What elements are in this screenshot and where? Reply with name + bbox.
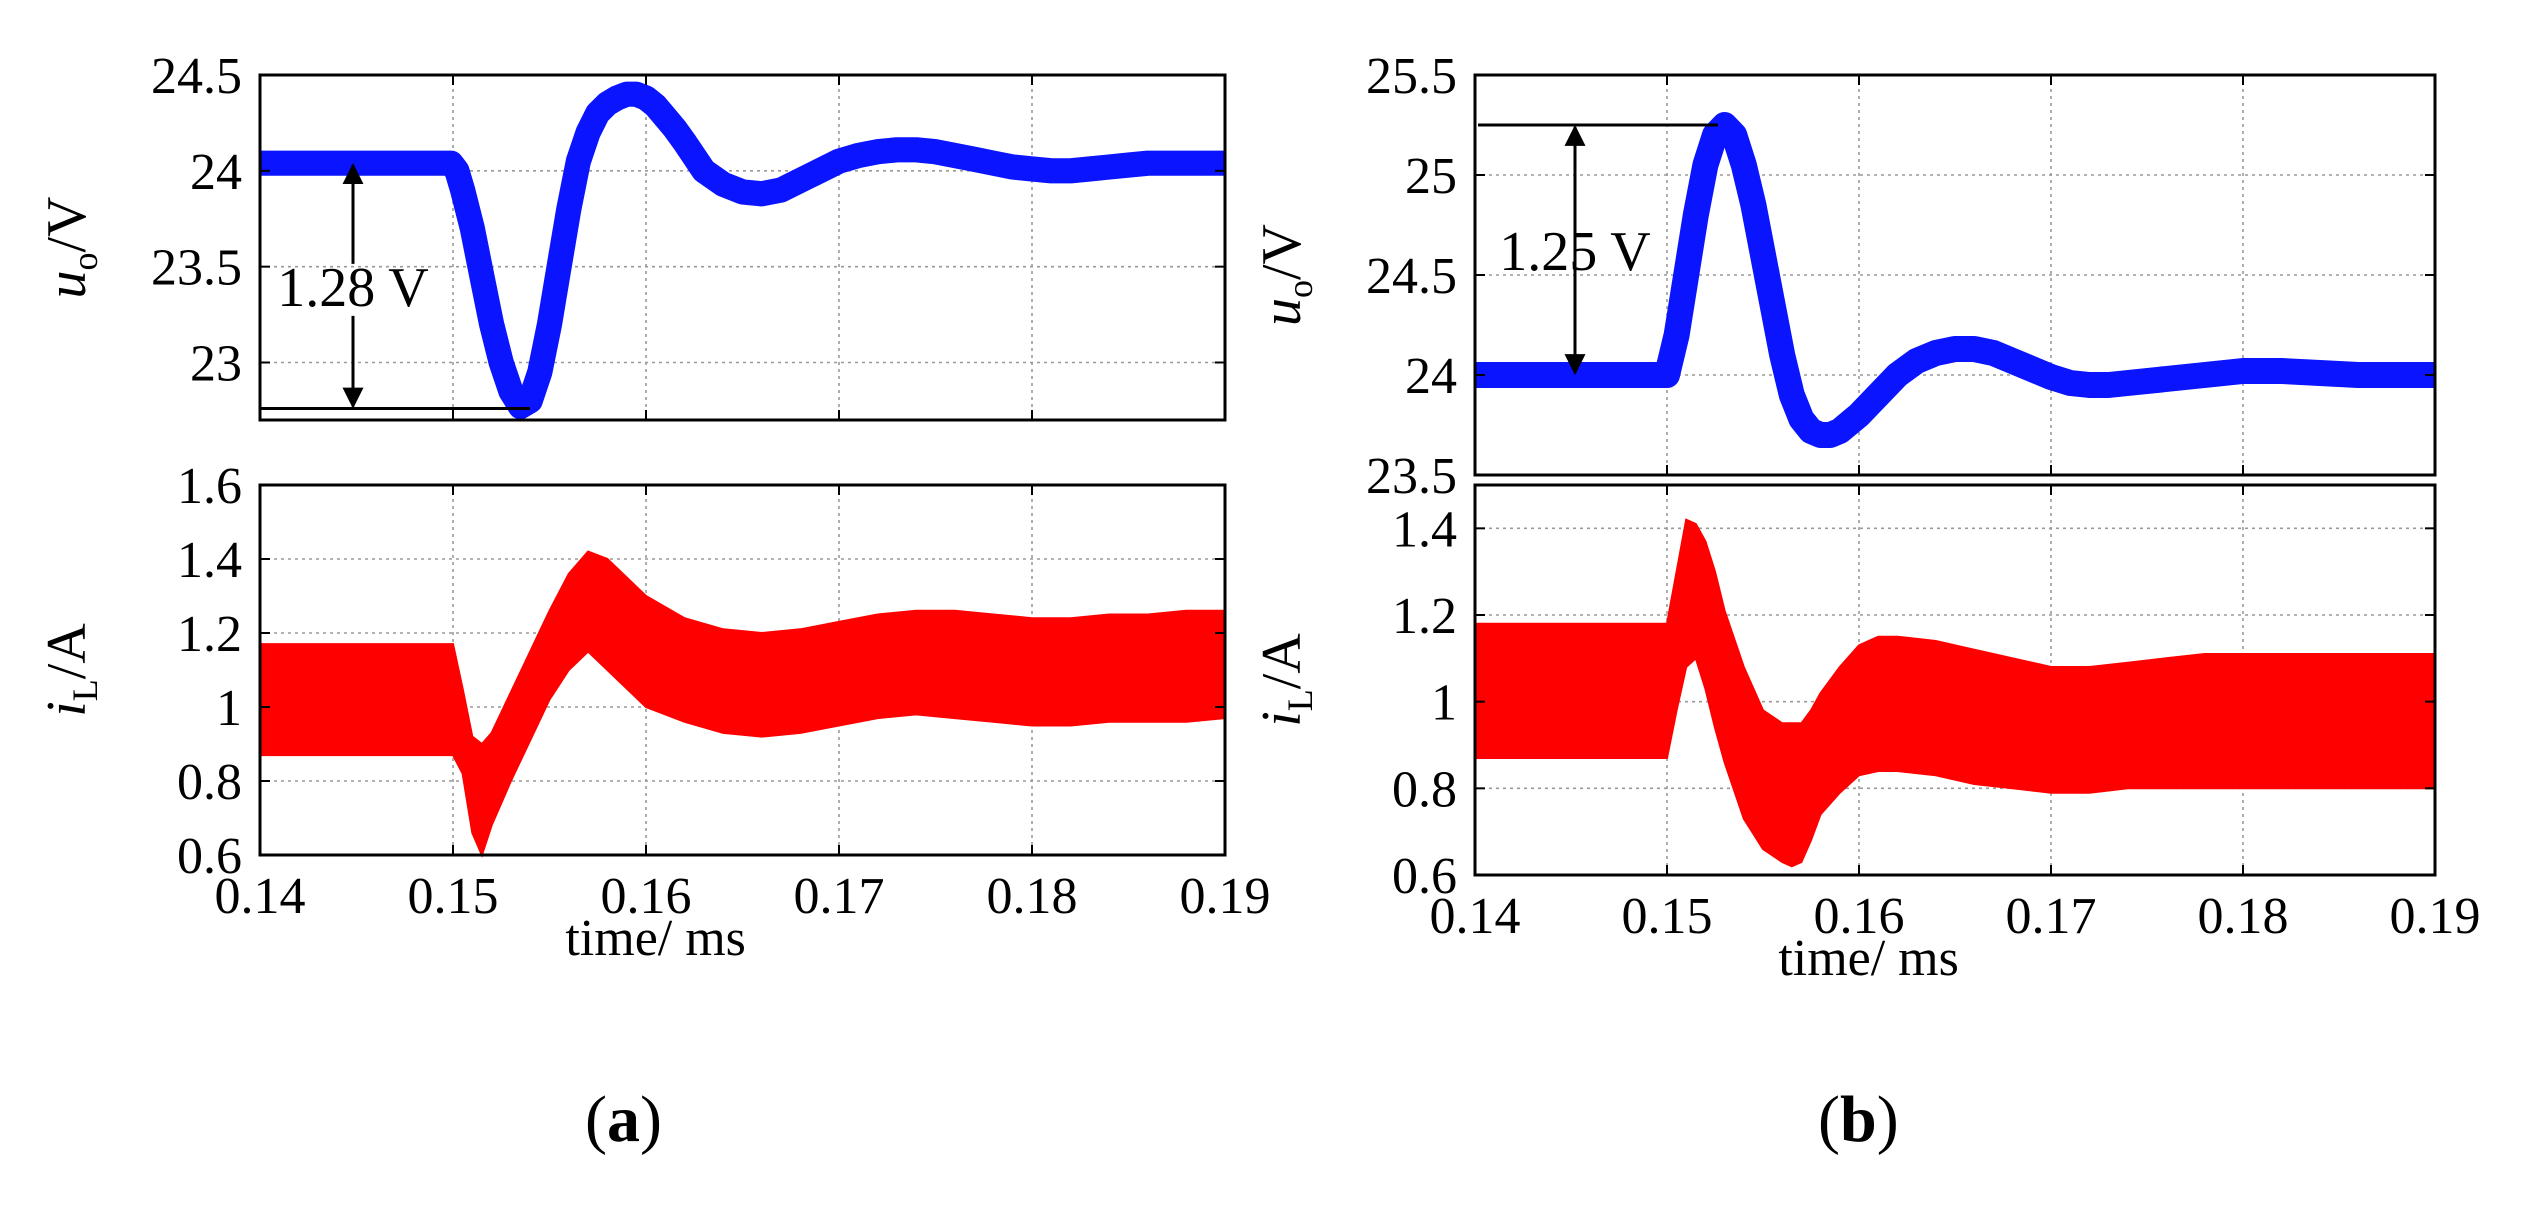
y-label-subscript: o bbox=[65, 253, 105, 271]
x-tick-label: 0.18 bbox=[2198, 888, 2289, 945]
y-axis-label: uo/V bbox=[1251, 224, 1320, 326]
current-ripple-band bbox=[1474, 518, 2436, 868]
y-tick-label: 1.2 bbox=[1392, 588, 1457, 645]
y-tick-label: 1 bbox=[1431, 675, 1457, 732]
y-label-unit: /A bbox=[1251, 633, 1313, 690]
y-tick-label: 24 bbox=[1405, 348, 1457, 405]
chart-b-top: 23.5 24 24.5 25 25.5 uo/V 1.25 V bbox=[1251, 48, 2437, 505]
y-label-unit: /V bbox=[1251, 224, 1313, 280]
y-tick-label: 0.8 bbox=[177, 754, 242, 811]
y-tick-label: 1.4 bbox=[177, 532, 242, 589]
y-tick-label: 1 bbox=[216, 680, 242, 737]
annotation-label: 1.25 V bbox=[1499, 221, 1650, 283]
voltage-trace bbox=[260, 81, 1225, 420]
plot-frame bbox=[258, 73, 1227, 422]
x-tick-label: 0.14 bbox=[1430, 888, 1521, 945]
chart-a-top: 23 23.5 24 24.5 uo/V 1.28 V bbox=[36, 48, 1227, 422]
x-tick-label: 0.19 bbox=[2390, 888, 2481, 945]
y-label-variable: u bbox=[1251, 298, 1313, 326]
y-label-unit: /V bbox=[36, 197, 98, 253]
y-tick-label: 23.5 bbox=[151, 240, 242, 297]
y-label-variable: i bbox=[36, 701, 98, 717]
annotation-label: 1.28 V bbox=[277, 257, 428, 319]
x-tick-label: 0.17 bbox=[2006, 888, 2097, 945]
y-tick-label: 23 bbox=[190, 336, 242, 393]
y-tick-label: 25 bbox=[1405, 148, 1457, 205]
x-tick-label: 0.16 bbox=[1814, 888, 1905, 945]
y-label-variable: u bbox=[36, 271, 98, 299]
panel-label-b: (b) bbox=[1818, 1083, 1899, 1156]
y-label-subscript: L bbox=[65, 679, 105, 701]
x-axis-label: time/ ms bbox=[1778, 930, 1959, 987]
y-axis-label: uo/V bbox=[36, 197, 105, 299]
x-tick-label: 0.15 bbox=[1622, 888, 1713, 945]
y-tick-label: 24 bbox=[190, 144, 242, 201]
chart-b-bottom: 0.6 0.8 1 1.2 1.4 0.14 0.15 0.16 0.17 0.18 0.19 tim… bbox=[1251, 483, 2481, 987]
y-tick-label: 24.5 bbox=[1366, 248, 1457, 305]
plot-frame bbox=[1473, 483, 2437, 877]
x-tick-label: 0.16 bbox=[601, 868, 692, 925]
y-tick-label: 0.6 bbox=[177, 828, 242, 885]
x-tick-label: 0.18 bbox=[987, 868, 1078, 925]
y-axis-label: iL/A bbox=[36, 623, 105, 717]
y-label-subscript: o bbox=[1280, 280, 1320, 298]
y-tick-label: 0.8 bbox=[1392, 761, 1457, 818]
y-tick-label: 0.6 bbox=[1392, 848, 1457, 905]
plot-frame bbox=[258, 483, 1227, 857]
y-tick-label: 1.2 bbox=[177, 606, 242, 663]
y-tick-label: 24.5 bbox=[151, 48, 242, 105]
voltage-trace bbox=[1475, 112, 2435, 448]
x-axis-label: time/ ms bbox=[565, 910, 746, 967]
chart-a-bottom: 0.6 0.8 1 1.2 1.4 1.6 0.14 0.15 0.16 0.17 0.18 0.19… bbox=[36, 458, 1271, 967]
y-label-unit: /A bbox=[36, 623, 98, 680]
panel-label-a: (a) bbox=[585, 1083, 662, 1156]
x-tick-label: 0.19 bbox=[1180, 868, 1271, 925]
y-tick-label: 23.5 bbox=[1366, 448, 1457, 505]
y-tick-label: 1.4 bbox=[1392, 501, 1457, 558]
y-label-variable: i bbox=[1251, 711, 1313, 727]
y-axis-label: iL/A bbox=[1251, 633, 1320, 727]
y-tick-label: 1.6 bbox=[177, 458, 242, 515]
current-ripple-band bbox=[259, 550, 1226, 858]
y-tick-label: 25.5 bbox=[1366, 48, 1457, 105]
x-tick-label: 0.15 bbox=[408, 868, 499, 925]
y-label-subscript: L bbox=[1280, 689, 1320, 711]
x-tick-label: 0.14 bbox=[215, 868, 306, 925]
x-tick-label: 0.17 bbox=[794, 868, 885, 925]
